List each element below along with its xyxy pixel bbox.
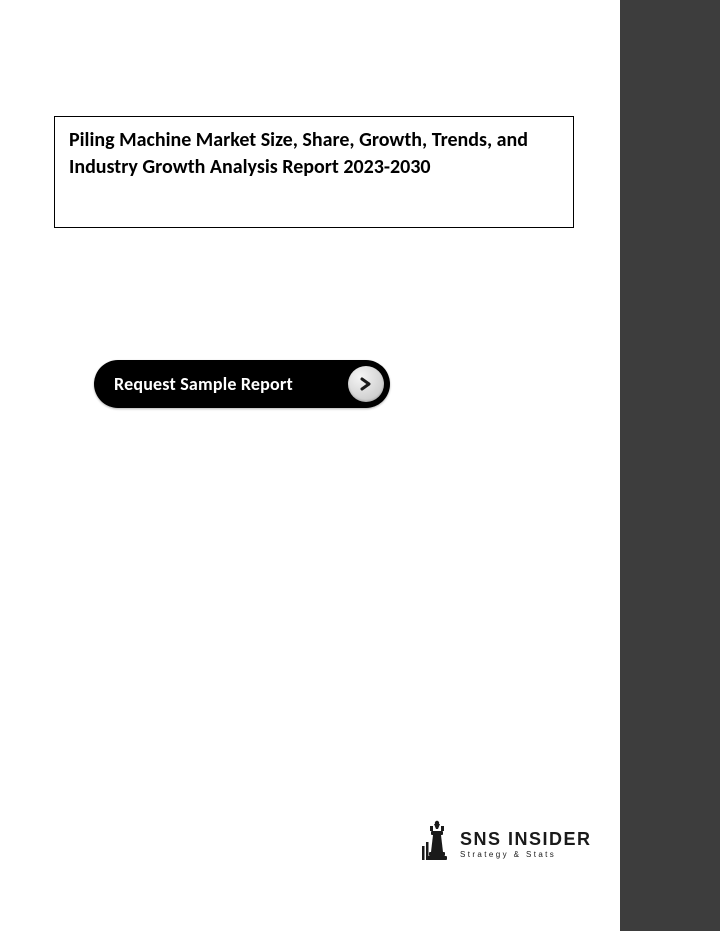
brand-tagline: Strategy & Stats [460,850,592,860]
report-title: Piling Machine Market Size, Share, Growt… [69,127,559,181]
brand-name: SNS INSIDER [460,830,592,848]
right-sidebar [620,0,720,931]
arrow-circle-icon [348,366,384,402]
chess-piece-icon [420,818,454,871]
request-sample-button[interactable]: Request Sample Report [94,360,390,408]
brand-text-block: SNS INSIDER Strategy & Stats [460,830,592,860]
brand-logo: SNS INSIDER Strategy & Stats [420,818,592,871]
request-sample-label: Request Sample Report [114,373,348,395]
report-title-box: Piling Machine Market Size, Share, Growt… [54,116,574,228]
